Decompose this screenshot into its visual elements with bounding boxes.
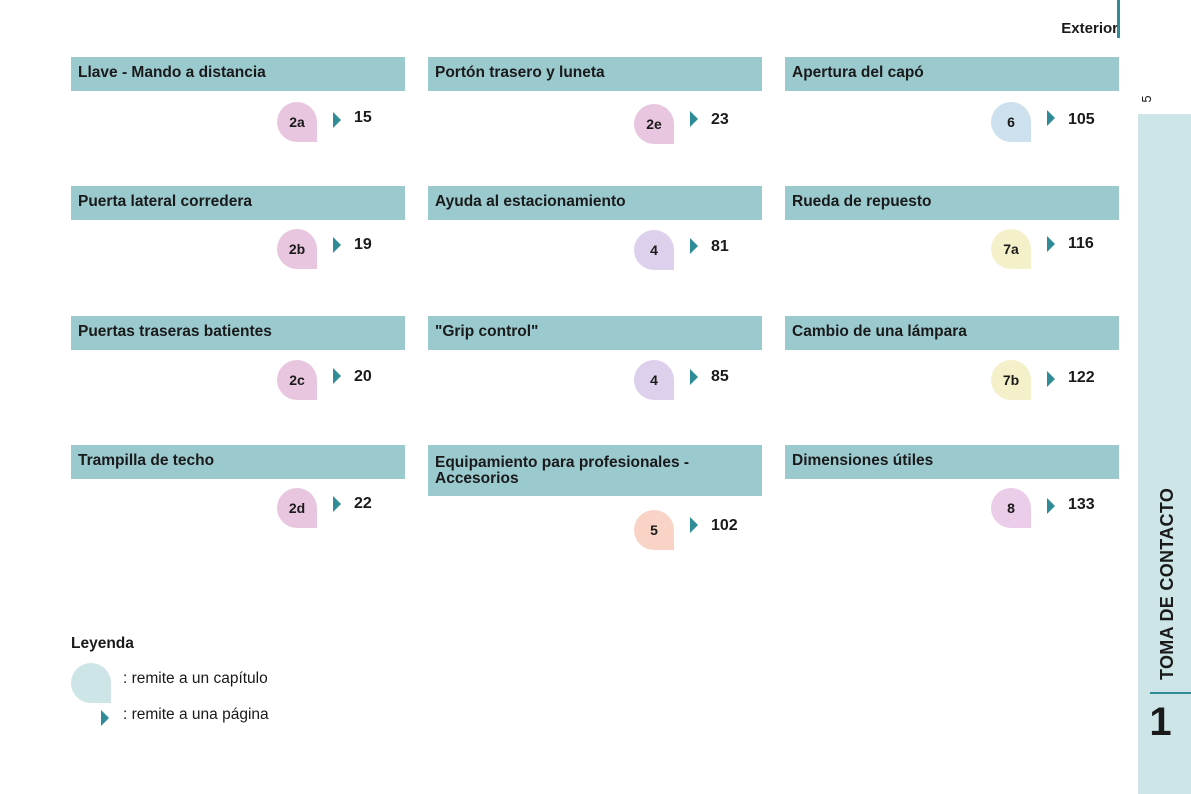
legend-chapter-bubble-icon (71, 663, 111, 703)
section-dimensiones: Dimensiones útiles (785, 445, 1119, 479)
page-arrow-icon (1047, 498, 1055, 514)
section-puerta-lateral: Puerta lateral corredera (71, 186, 405, 220)
page-link[interactable]: 133 (1068, 496, 1095, 513)
page-arrow-icon (1047, 236, 1055, 252)
section-title: Trampilla de techo (71, 445, 405, 479)
section-rueda: Rueda de repuesto (785, 186, 1119, 220)
chapter-bubble[interactable]: 2a (277, 102, 317, 142)
page-arrow-icon (690, 369, 698, 385)
page-link[interactable]: 15 (354, 109, 372, 126)
section-title: Portón trasero y luneta (428, 57, 762, 91)
page-link[interactable]: 105 (1068, 111, 1095, 128)
section-title: Puertas traseras batientes (71, 316, 405, 350)
page-link[interactable]: 122 (1068, 369, 1095, 386)
page-arrow-icon (333, 112, 341, 128)
legend-page-text: : remite a una página (123, 706, 269, 723)
section-lampara: Cambio de una lámpara (785, 316, 1119, 350)
chapter-bubble[interactable]: 8 (991, 488, 1031, 528)
page-link[interactable]: 116 (1068, 235, 1094, 252)
section-grip: "Grip control" (428, 316, 762, 350)
section-title: Puerta lateral corredera (71, 186, 405, 220)
section-ayuda: Ayuda al estacionamiento (428, 186, 762, 220)
side-tab-line (1150, 692, 1191, 694)
chapter-bubble[interactable]: 5 (634, 510, 674, 550)
section-equipamiento: Equipamiento para profesionales - Acceso… (428, 445, 762, 496)
legend-page-arrow-icon (101, 710, 109, 726)
page-link[interactable]: 81 (711, 238, 729, 255)
header-title: Exterior (1061, 20, 1118, 37)
page-arrow-icon (333, 368, 341, 384)
section-title: Rueda de repuesto (785, 186, 1119, 220)
side-tab (1138, 114, 1191, 794)
section-puertas-traseras: Puertas traseras batientes (71, 316, 405, 350)
page-arrow-icon (690, 111, 698, 127)
side-tab-label: TOMA DE CONTACTO (1157, 487, 1177, 680)
section-title: Cambio de una lámpara (785, 316, 1119, 350)
chapter-bubble[interactable]: 2c (277, 360, 317, 400)
page-link[interactable]: 102 (711, 517, 738, 534)
header-accent-bar (1117, 0, 1120, 38)
page-arrow-icon (333, 496, 341, 512)
chapter-bubble[interactable]: 6 (991, 102, 1031, 142)
section-title: Dimensiones útiles (785, 445, 1119, 479)
section-porton: Portón trasero y luneta (428, 57, 762, 91)
chapter-bubble[interactable]: 4 (634, 360, 674, 400)
page-arrow-icon (1047, 110, 1055, 126)
chapter-bubble[interactable]: 7b (991, 360, 1031, 400)
page-link[interactable]: 20 (354, 368, 372, 385)
page-arrow-icon (1047, 371, 1055, 387)
page-arrow-icon (690, 238, 698, 254)
section-llave: Llave - Mando a distancia (71, 57, 405, 91)
side-tab-number: 1 (1149, 700, 1172, 744)
section-title: "Grip control" (428, 316, 762, 350)
page-link[interactable]: 19 (354, 236, 372, 253)
page-number: 5 (1139, 95, 1154, 103)
section-capo: Apertura del capó (785, 57, 1119, 91)
page-link[interactable]: 23 (711, 111, 729, 128)
chapter-bubble[interactable]: 2e (634, 104, 674, 144)
legend-title: Leyenda (71, 635, 134, 652)
legend-chapter-text: : remite a un capítulo (123, 670, 268, 687)
section-title: Apertura del capó (785, 57, 1119, 91)
page-arrow-icon (690, 517, 698, 533)
section-title: Equipamiento para profesionales - Acceso… (428, 445, 762, 496)
section-trampilla: Trampilla de techo (71, 445, 405, 479)
section-title: Ayuda al estacionamiento (428, 186, 762, 220)
chapter-bubble[interactable]: 2b (277, 229, 317, 269)
chapter-bubble[interactable]: 2d (277, 488, 317, 528)
chapter-bubble[interactable]: 7a (991, 229, 1031, 269)
chapter-bubble[interactable]: 4 (634, 230, 674, 270)
page-arrow-icon (333, 237, 341, 253)
page-link[interactable]: 22 (354, 495, 372, 512)
page-link[interactable]: 85 (711, 368, 729, 385)
section-title: Llave - Mando a distancia (71, 57, 405, 91)
